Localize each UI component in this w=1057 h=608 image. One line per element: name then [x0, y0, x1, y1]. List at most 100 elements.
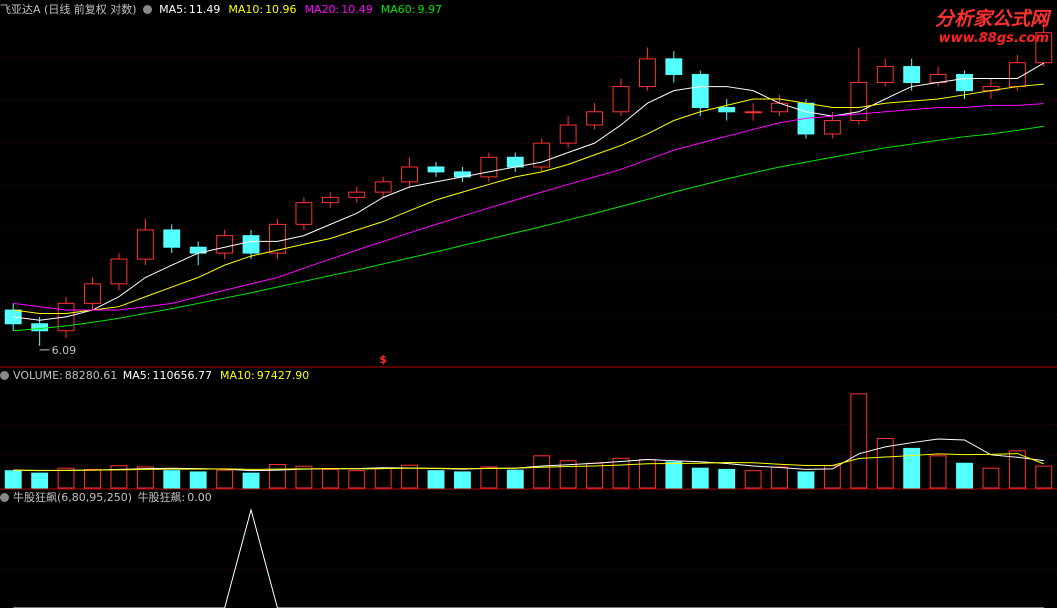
volume-bar: [665, 461, 683, 489]
candle-body: [850, 81, 868, 122]
volume-bar: [57, 467, 75, 489]
candle-body: [823, 120, 841, 135]
legend-label: MA10:: [228, 3, 264, 16]
volume-bar: [506, 469, 524, 489]
candle-body: [136, 229, 154, 260]
volume-header: VOLUME: 88280.61 MA5: 110656.77 MA10: 97427.…: [0, 369, 317, 383]
volume-bar: [401, 464, 419, 489]
volume-bar: [348, 470, 366, 489]
volume-bar: [1035, 465, 1053, 489]
indicator-name: 牛股狂飙:: [137, 491, 186, 504]
volume-bar: [321, 468, 339, 489]
legend-label: MA5:: [159, 3, 187, 16]
candle-body: [427, 166, 445, 173]
volume-bar: [771, 466, 788, 489]
indicator-current: 0.00: [187, 491, 212, 504]
legend-label: MA5:: [122, 369, 151, 382]
legend-label: MA10:: [220, 369, 255, 382]
icon: [0, 371, 9, 380]
volume-bar: [454, 471, 471, 489]
line: [13, 438, 1044, 472]
url: www.88gs.com: [938, 31, 1049, 46]
volume-bar: [691, 467, 709, 489]
candle-body: [163, 229, 181, 248]
candle-body: [638, 58, 656, 88]
candle-body: [348, 191, 366, 198]
line: [13, 453, 1044, 471]
volume-bar: [4, 470, 22, 489]
volume-bar: [295, 465, 313, 489]
volume-bar: [216, 469, 234, 489]
volume-bar: [269, 463, 286, 489]
line: [13, 83, 1044, 314]
candle-body: [480, 156, 498, 178]
legend-value: 97427.90: [256, 369, 310, 382]
icon: [0, 493, 9, 502]
candle-body: [876, 66, 894, 83]
volume-bar: [1008, 450, 1026, 489]
candle-body: [1008, 62, 1026, 88]
volume-bar: [612, 457, 630, 489]
volume-bar: [982, 467, 1000, 489]
price-header: 飞亚达A (日线 前复权 对数) MA5: 11.49 MA10: 10.96 MA20…: [0, 3, 450, 17]
candle-body: [84, 283, 101, 304]
volume-bar: [84, 468, 101, 489]
marker: $: [379, 353, 387, 366]
volume-bar: [533, 455, 551, 489]
indicator-header: 牛股狂飙(6,80,95,250) 牛股狂飙: 0.00: [0, 491, 214, 505]
candle-body: [269, 223, 286, 254]
candle-body: [295, 202, 313, 225]
legend-value: 10.96: [265, 3, 297, 16]
volume-bar: [956, 462, 973, 489]
legend-value: 11.49: [188, 3, 221, 16]
chart-title: 飞亚达A (日线 前复权 对数): [0, 3, 137, 16]
legend-label: MA60:: [380, 3, 416, 16]
candle-body: [110, 258, 128, 285]
candle-body: [374, 181, 392, 193]
volume-bar: [929, 455, 947, 489]
candle-body: [401, 166, 419, 183]
volume-current: 88280.61: [64, 369, 118, 382]
low-label: 6.09: [52, 344, 76, 357]
icon: [142, 5, 152, 14]
candle-body: [744, 111, 762, 114]
brand: 分析家公式网: [934, 8, 1049, 30]
volume-bar: [903, 447, 921, 489]
volume-bar: [136, 466, 154, 489]
volume-bar: [163, 470, 181, 489]
candle-body: [691, 73, 709, 108]
candle-body: [1035, 32, 1053, 64]
volume-bar: [718, 468, 736, 489]
volume-bar: [797, 471, 815, 489]
candle-body: [216, 235, 234, 254]
volume-bar: [374, 467, 392, 489]
legend-value: 10.49: [341, 3, 373, 16]
volume-bar: [480, 466, 498, 489]
volume-label: VOLUME:: [13, 369, 63, 382]
candle-body: [665, 58, 683, 75]
volume-bar: [850, 393, 868, 489]
candle-body: [612, 86, 630, 113]
volume-bar: [586, 462, 603, 489]
volume-bar: [427, 470, 445, 489]
candle-body: [903, 66, 921, 83]
volume-bar: [744, 470, 762, 489]
candle-body: [321, 196, 339, 204]
line: [13, 125, 1044, 332]
candle-body: [31, 323, 49, 332]
legend-value: 110656.77: [152, 369, 213, 382]
volume-bar: [242, 472, 260, 489]
legend-value: 9.97: [417, 3, 443, 16]
volume-bar: [559, 460, 577, 489]
candle-body: [242, 235, 260, 254]
volume-bar: [110, 465, 128, 489]
volume-bar: [31, 472, 49, 489]
volume-bar: [876, 437, 894, 489]
candle-body: [559, 124, 577, 144]
line: [13, 103, 1044, 311]
watermark: 分析家公式网 www.88gs.com: [935, 4, 1049, 46]
indicator-label: 牛股狂飙(6,80,95,250): [13, 491, 133, 504]
